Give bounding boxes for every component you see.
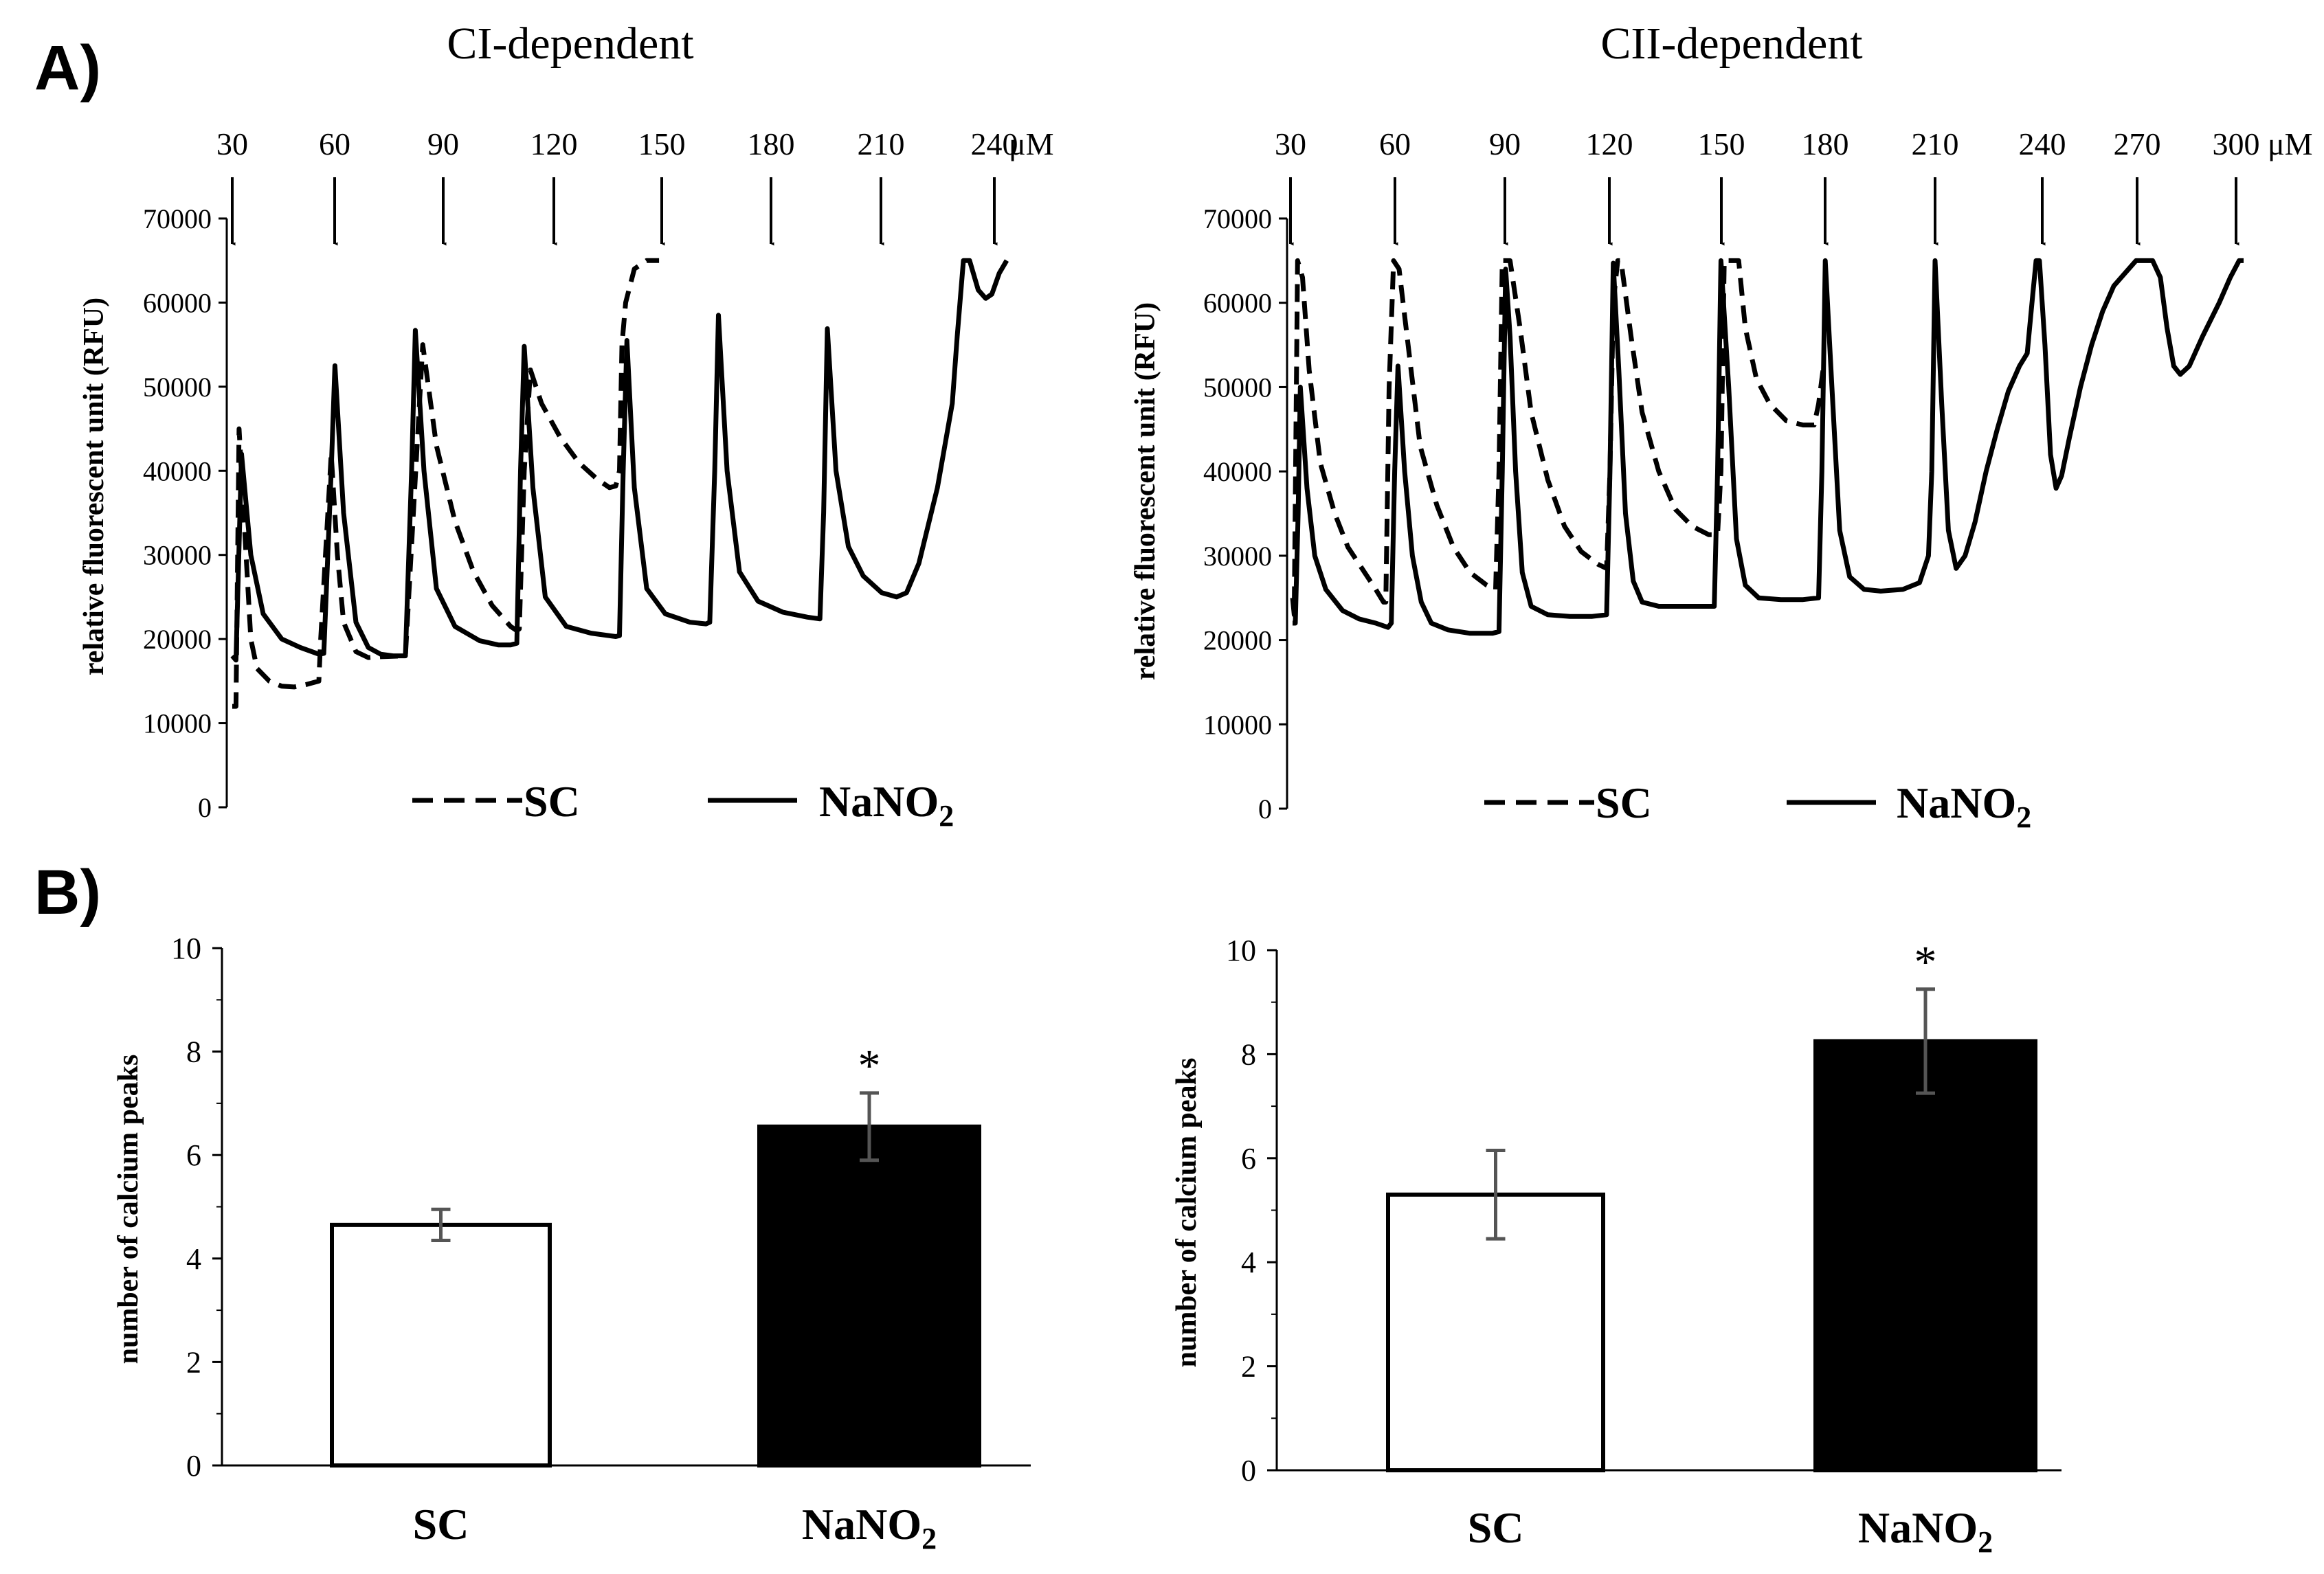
y-axis-label-ci: relative fluorescent unit (RFU)	[78, 297, 110, 675]
legend-sc-label: SC	[524, 777, 580, 826]
legend-nano2-label: NaNO2	[1897, 778, 2031, 834]
y-tick-label: 10000	[1203, 709, 1272, 740]
y-tick-label: 20000	[1203, 625, 1272, 656]
addition-label: 270	[2114, 126, 2161, 161]
category-label: NaNO2	[1858, 1503, 1993, 1559]
y-tick-label: 10	[1226, 934, 1256, 967]
legend-nano2-sub: 2	[939, 799, 954, 833]
y-tick-label: 30000	[1203, 541, 1272, 572]
y-tick-label: 70000	[143, 203, 212, 234]
addition-label: 210	[858, 126, 905, 161]
y-tick-label: 8	[1241, 1037, 1256, 1071]
legend-nano2-sub: 2	[2016, 800, 2031, 834]
addition-label: 180	[1802, 126, 1849, 161]
y-tick-label: 4	[1241, 1246, 1256, 1279]
addition-label: 180	[748, 126, 795, 161]
y-tick-label: 40000	[1203, 456, 1272, 487]
bar-nano2	[757, 1124, 981, 1468]
y-tick-label: 2	[1241, 1350, 1256, 1384]
panel-label-b: B)	[34, 857, 101, 927]
y-tick-label: 20000	[143, 624, 212, 655]
addition-unit: μM	[1009, 126, 1054, 161]
addition-label: 240	[971, 126, 1018, 161]
addition-label: 60	[319, 126, 350, 161]
category-label-sub: 2	[1978, 1525, 1993, 1559]
y-tick-label: 60000	[1203, 288, 1272, 319]
y-tick-label: 0	[1241, 1454, 1256, 1487]
category-label-main: SC	[1468, 1503, 1524, 1552]
chart-title-ci: CI-dependent	[447, 19, 693, 69]
addition-label: 150	[1698, 126, 1745, 161]
y-tick-label: 50000	[143, 372, 212, 403]
y-axis-label-cii: relative fluorescent unit (RFU)	[1130, 302, 1161, 680]
addition-label: 300	[2213, 126, 2260, 161]
addition-label: 120	[1586, 126, 1633, 161]
y-tick-label: 4	[186, 1242, 201, 1276]
series-nano2-line	[230, 258, 1009, 663]
y-tick-label: 0	[198, 792, 212, 823]
y-tick-label: 0	[186, 1449, 201, 1483]
addition-label: 120	[530, 126, 578, 161]
chart-title-cii: CII-dependent	[1600, 19, 1862, 69]
y-tick-label: 8	[186, 1035, 201, 1069]
category-label-main: NaNO	[1858, 1503, 1978, 1552]
y-tick-label: 50000	[1203, 372, 1272, 403]
y-axis-label-bar-ci: number of calcium peaks	[113, 1055, 144, 1364]
category-label: SC	[413, 1500, 469, 1549]
y-tick-label: 6	[186, 1138, 201, 1172]
bar-nano2	[1813, 1039, 2037, 1472]
y-tick-label: 30000	[143, 540, 212, 571]
addition-label: 240	[2019, 126, 2066, 161]
addition-label: 210	[1912, 126, 1959, 161]
addition-label: 60	[1379, 126, 1411, 161]
bar-sc	[1386, 1192, 1605, 1473]
y-tick-label: 2	[186, 1345, 201, 1379]
category-label-sub: 2	[921, 1522, 937, 1555]
significance-marker: *	[858, 1041, 881, 1091]
y-tick-label: 10000	[143, 708, 212, 739]
category-label-main: SC	[413, 1500, 469, 1549]
legend-nano2-main: NaNO	[1897, 778, 2016, 827]
category-label: SC	[1468, 1503, 1524, 1552]
series-nano2-line	[1293, 258, 2244, 636]
legend-sc-label: SC	[1596, 778, 1652, 827]
addition-unit: μM	[2268, 126, 2313, 161]
significance-marker: *	[1914, 937, 1937, 987]
legend-nano2-main: NaNO	[819, 777, 939, 826]
legend-cii: SC NaNO2	[1484, 778, 2031, 834]
series-sc-line	[232, 258, 660, 709]
y-tick-label: 6	[1241, 1142, 1256, 1176]
category-label: NaNO2	[802, 1500, 937, 1555]
y-tick-label: 60000	[143, 287, 212, 318]
y-tick-label: 10	[171, 932, 201, 965]
y-tick-label: 40000	[143, 456, 212, 486]
bar-sc	[330, 1222, 552, 1468]
y-axis-label-bar-cii: number of calcium peaks	[1171, 1058, 1203, 1368]
addition-label: 90	[427, 126, 459, 161]
addition-label: 150	[638, 126, 686, 161]
line-chart-cii: CII-dependent relative fluorescent unit …	[1130, 19, 2313, 834]
line-chart-ci: CI-dependent relative fluorescent unit (…	[78, 19, 1054, 833]
category-label-main: NaNO	[802, 1500, 921, 1549]
y-tick-label: 0	[1258, 794, 1272, 824]
addition-label: 30	[1275, 126, 1306, 161]
panel-label-a: A)	[34, 33, 101, 103]
addition-label: 30	[216, 126, 248, 161]
addition-label: 90	[1489, 126, 1521, 161]
legend-nano2-label: NaNO2	[819, 777, 954, 833]
legend-ci: SC NaNO2	[412, 777, 954, 833]
y-tick-label: 70000	[1203, 203, 1272, 234]
series-sc-line	[1290, 258, 1826, 618]
